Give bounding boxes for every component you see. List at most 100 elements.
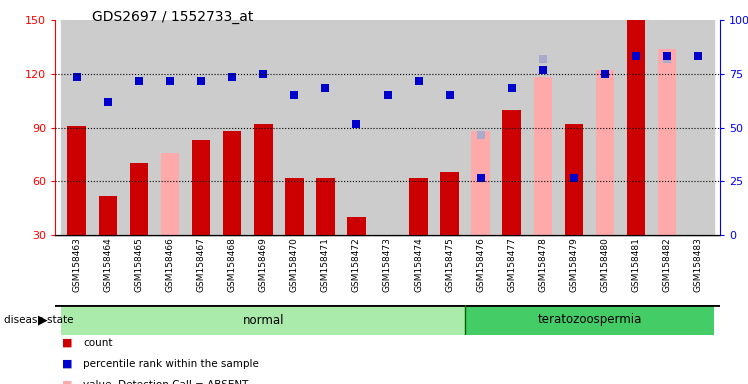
Text: GSM158463: GSM158463 (73, 237, 82, 292)
Bar (316, 178, 334, 235)
Point (319, 85, 331, 91)
Bar (154, 20, 186, 235)
Text: GSM158477: GSM158477 (507, 237, 516, 292)
Point (692, 53, 704, 59)
Text: GSM158474: GSM158474 (414, 237, 423, 292)
Text: GSM158476: GSM158476 (476, 237, 485, 292)
Bar (441, 172, 459, 235)
Bar (223, 131, 242, 235)
Text: teratozoospermia: teratozoospermia (537, 313, 642, 326)
Point (413, 78, 425, 84)
Text: GSM158478: GSM158478 (539, 237, 548, 292)
Bar (589, 20, 621, 235)
Point (195, 78, 207, 84)
Bar (465, 305, 714, 335)
Bar (254, 124, 272, 235)
Bar (595, 70, 614, 235)
Bar (310, 20, 341, 235)
Bar (248, 20, 279, 235)
Bar (683, 20, 714, 235)
Text: GSM158475: GSM158475 (445, 237, 454, 292)
Bar (217, 20, 248, 235)
Point (506, 85, 518, 91)
Bar (61, 305, 465, 335)
Point (630, 53, 642, 59)
Bar (123, 20, 154, 235)
Point (351, 121, 363, 127)
Point (257, 71, 269, 77)
Text: ■: ■ (63, 338, 73, 348)
Text: GSM158470: GSM158470 (289, 237, 298, 292)
Bar (527, 20, 559, 235)
Bar (403, 20, 434, 235)
Bar (409, 178, 428, 235)
Bar (503, 109, 521, 235)
Point (537, 56, 549, 63)
Point (475, 132, 487, 138)
Bar (657, 49, 676, 235)
Text: GSM158466: GSM158466 (165, 237, 174, 292)
Point (444, 92, 456, 98)
Bar (434, 20, 465, 235)
Bar (341, 20, 372, 235)
Text: GSM158467: GSM158467 (197, 237, 206, 292)
Text: GSM158479: GSM158479 (569, 237, 578, 292)
Bar (67, 126, 86, 235)
Point (102, 99, 114, 106)
Text: GSM158482: GSM158482 (663, 237, 672, 292)
Text: GSM158483: GSM158483 (693, 237, 703, 292)
Bar (347, 217, 366, 235)
Point (164, 78, 176, 84)
Text: value, Detection Call = ABSENT: value, Detection Call = ABSENT (84, 380, 249, 384)
Bar (161, 152, 180, 235)
Point (475, 175, 487, 181)
Point (164, 78, 176, 84)
Point (537, 67, 549, 73)
Bar (465, 20, 496, 235)
Text: GSM158471: GSM158471 (321, 237, 330, 292)
Point (226, 74, 238, 80)
Point (661, 53, 673, 59)
Text: GSM158468: GSM158468 (227, 237, 236, 292)
Bar (279, 20, 310, 235)
Bar (471, 131, 490, 235)
Bar (533, 77, 552, 235)
Point (661, 56, 673, 63)
Point (599, 71, 611, 77)
Point (71, 74, 83, 80)
Bar (627, 20, 646, 235)
Text: GSM158472: GSM158472 (352, 237, 361, 292)
Bar (61, 20, 92, 235)
Bar (496, 20, 527, 235)
Point (381, 92, 393, 98)
Text: ■: ■ (63, 380, 73, 384)
Point (133, 78, 145, 84)
Point (288, 92, 300, 98)
Text: GSM158464: GSM158464 (103, 237, 112, 292)
Text: ■: ■ (63, 359, 73, 369)
Text: GSM158465: GSM158465 (135, 237, 144, 292)
Bar (565, 124, 583, 235)
Point (568, 175, 580, 181)
Bar (285, 178, 304, 235)
Point (692, 53, 704, 59)
Text: GSM158473: GSM158473 (383, 237, 392, 292)
Bar (559, 20, 589, 235)
Bar (372, 20, 403, 235)
Text: normal: normal (242, 313, 284, 326)
Bar (99, 195, 117, 235)
Text: GSM158469: GSM158469 (259, 237, 268, 292)
Text: percentile rank within the sample: percentile rank within the sample (84, 359, 260, 369)
Text: GSM158481: GSM158481 (631, 237, 640, 292)
Text: disease state: disease state (4, 315, 73, 325)
Bar (129, 163, 148, 235)
Bar (92, 20, 123, 235)
Bar (621, 20, 652, 235)
Text: GDS2697 / 1552733_at: GDS2697 / 1552733_at (93, 10, 254, 23)
Bar (652, 20, 683, 235)
Text: count: count (84, 338, 113, 348)
Bar (186, 20, 217, 235)
Text: GSM158480: GSM158480 (601, 237, 610, 292)
Bar (191, 140, 210, 235)
Text: ▶: ▶ (38, 313, 48, 326)
